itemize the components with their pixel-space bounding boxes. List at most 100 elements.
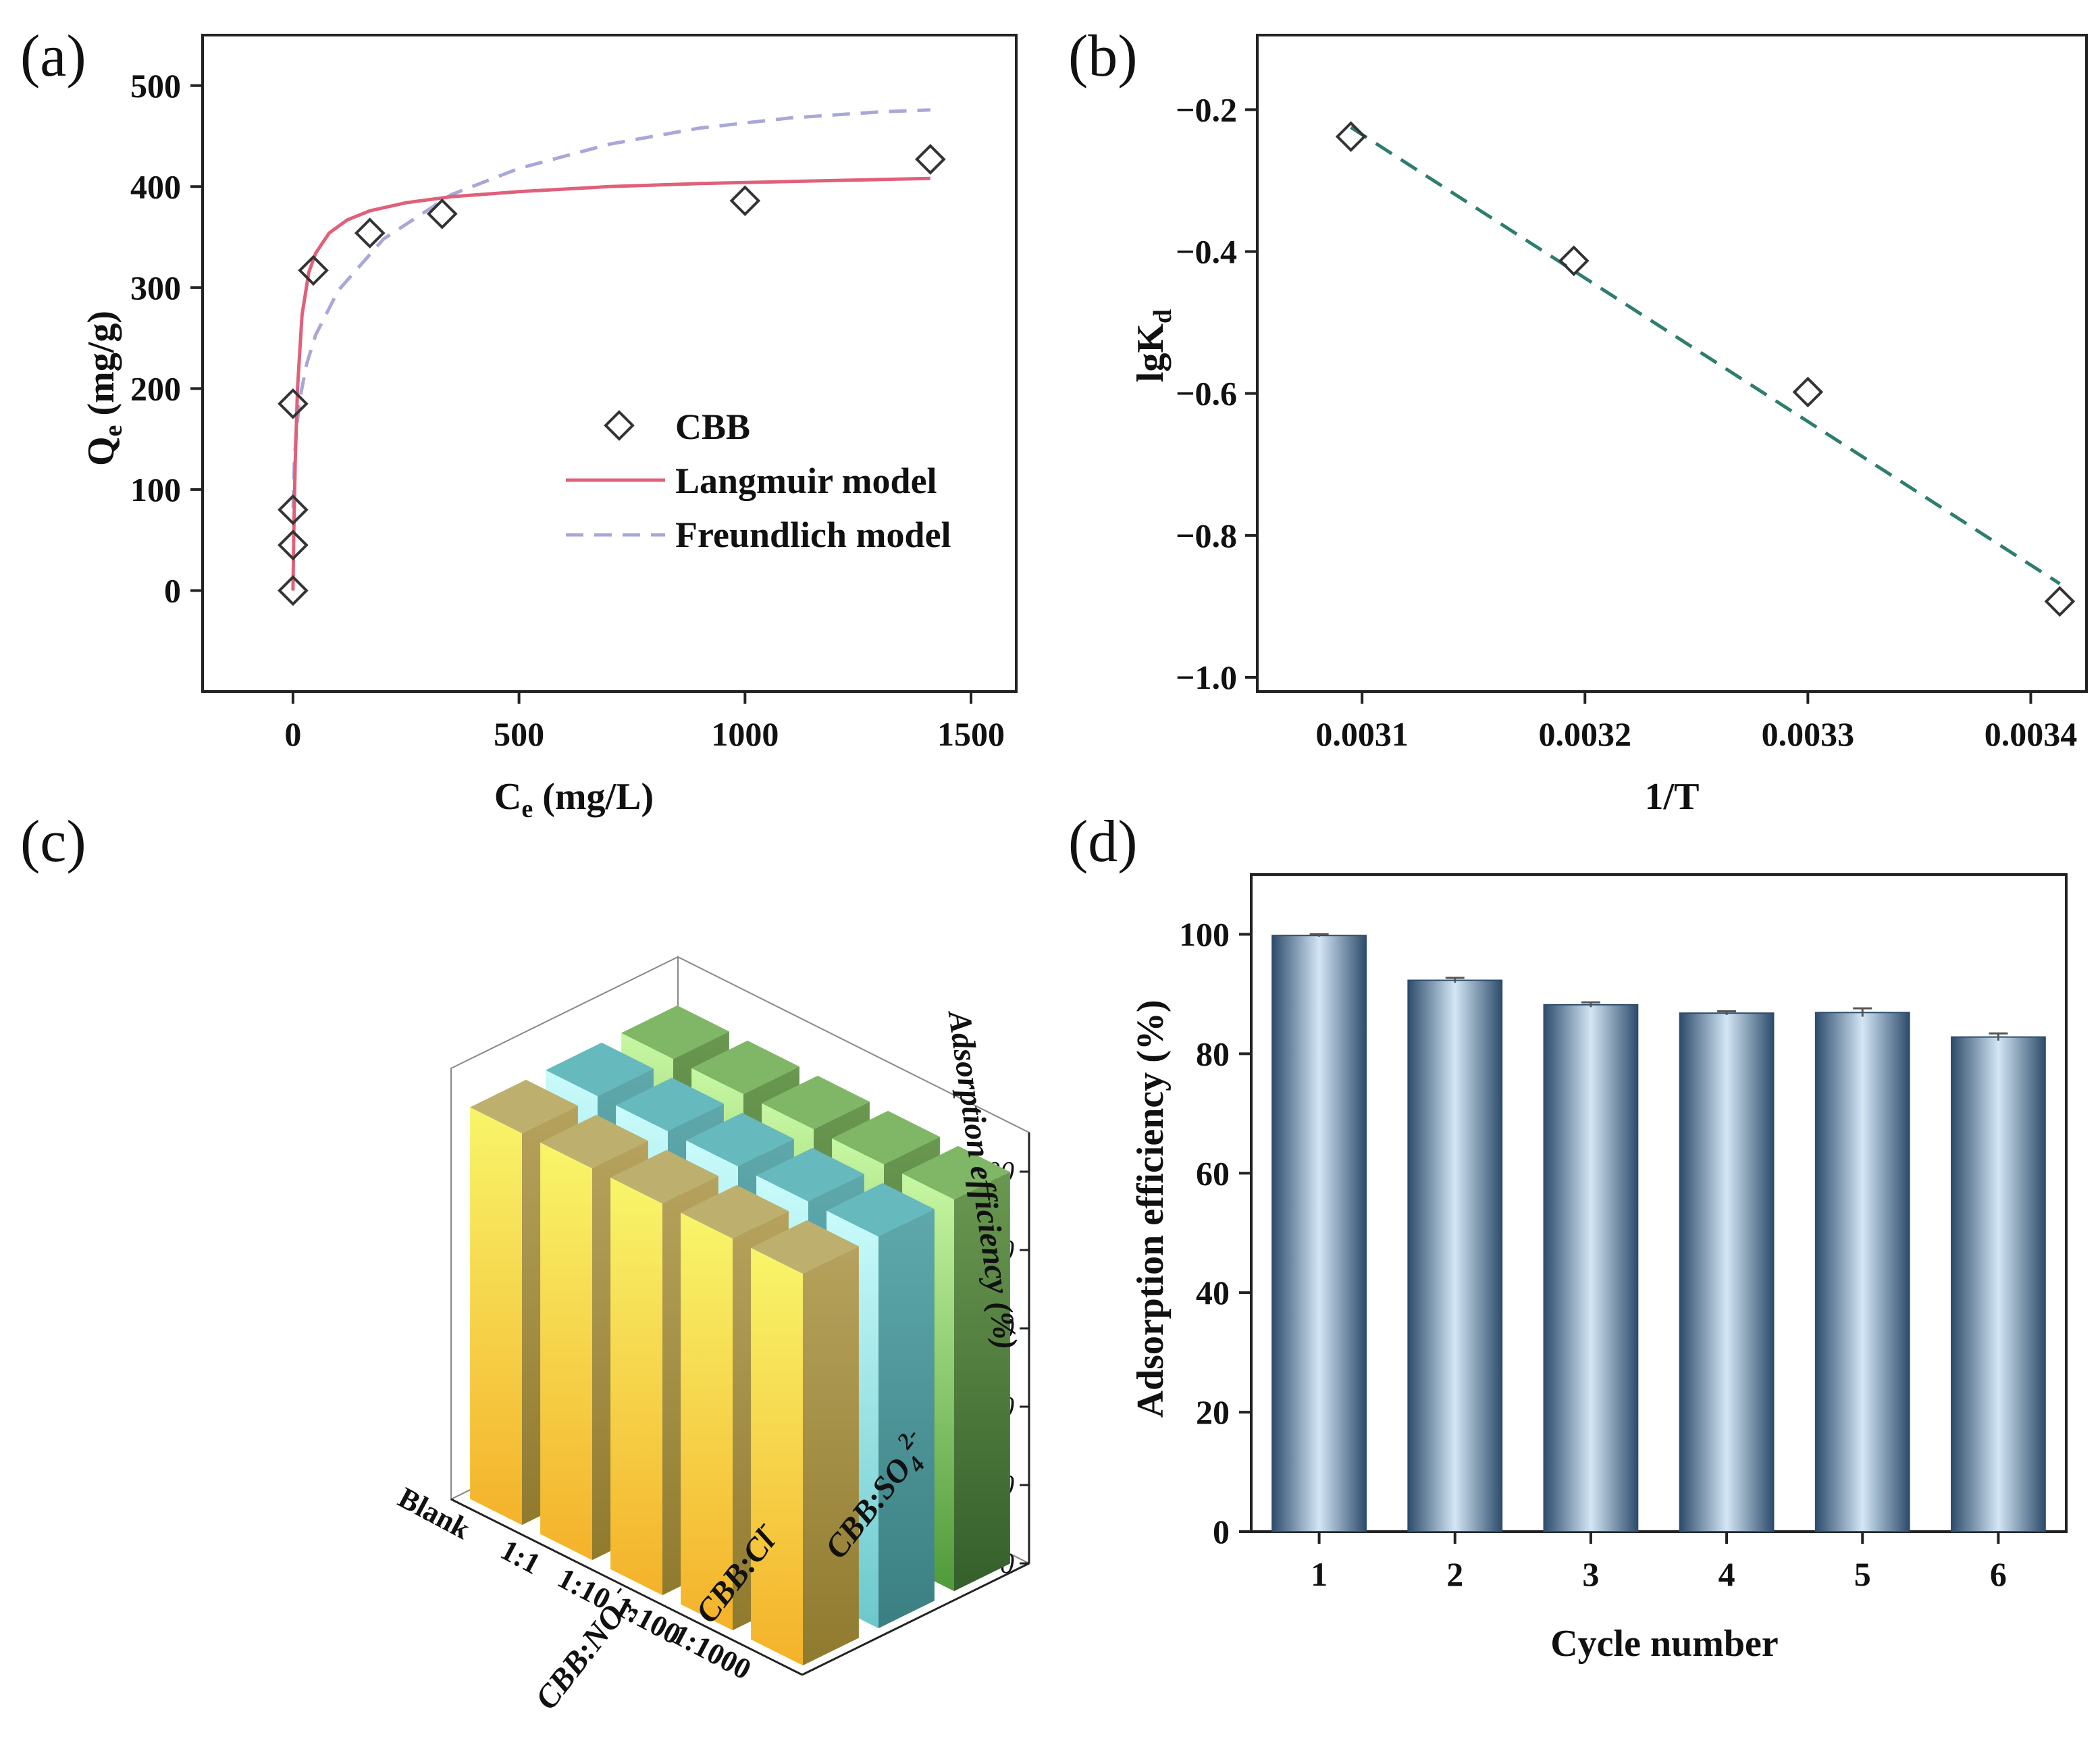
panel-b-label: (b) [1068, 24, 1138, 89]
panel-d-ytick-label: 100 [1179, 915, 1230, 953]
panel-a-frame [201, 34, 1018, 693]
panel-b-xtick-label: 0.0031 [1315, 715, 1409, 753]
panel-d-xtick-label: 5 [1854, 1555, 1871, 1593]
panel-d-ytick-label: 20 [1196, 1393, 1230, 1431]
panel-b-fit-line [1350, 126, 2061, 586]
cbb-data-point [298, 255, 329, 286]
bar3d-top-face [470, 1079, 578, 1134]
panel-b-data-point [2044, 586, 2076, 617]
cbb-data-point [729, 185, 761, 217]
panel-d-xtick-label: 6 [1990, 1555, 2007, 1593]
cbb-data-point [278, 388, 309, 419]
bar3d-front-face [610, 1177, 662, 1596]
panel-d-ytick-label: 60 [1196, 1154, 1230, 1192]
panel-a-chart: 0 500 1000 1500 0 100 200 300 400 500 [130, 34, 1018, 753]
bar3d-top-face [826, 1182, 935, 1237]
panel-a-xtick-label: 1000 [711, 715, 779, 753]
panel-d-xtick-label: 4 [1718, 1555, 1735, 1593]
panel-b-chart: 0.0031 0.0032 0.0033 0.0034 −0.2 −0.4 −0.6 −0.8… [1176, 34, 2088, 753]
panel-b-frame [1256, 34, 2088, 693]
panel-b-xtick-label: 0.0034 [1985, 715, 2078, 753]
bar3d-side-face [954, 1172, 1010, 1592]
legend-cbb-marker-icon [604, 410, 635, 441]
bar3d-top-face [762, 1075, 870, 1130]
cbb-data-point [354, 217, 386, 249]
panel-d-ytick-label: 40 [1196, 1274, 1230, 1311]
bar3d-front-face [751, 1247, 803, 1666]
panel-b-ytick-label: −0.6 [1176, 375, 1237, 413]
panel-b-data-point [1792, 376, 1824, 408]
bar3d-side-face [803, 1246, 859, 1666]
panel-d-xtick-label: 1 [1311, 1555, 1328, 1593]
cycle-bar [1679, 1012, 1775, 1533]
panel-a-xtick-label: 0 [284, 715, 301, 753]
cycle-bar [1271, 935, 1367, 1532]
panel-a-xlabel: Ce (mg/L) [494, 776, 654, 823]
panel-b-data-point [1335, 121, 1367, 153]
bar3d-top-face [686, 1112, 794, 1167]
panel-a-ylabel: Qe (mg/g) [80, 311, 128, 466]
panel-c-series-axis [802, 1562, 1030, 1676]
cbb-data-point [914, 144, 946, 175]
bar3d-front-face [681, 1212, 733, 1631]
bar3d-top-face [756, 1147, 864, 1202]
cbb-data-point [278, 494, 309, 525]
panel-d-xtick-label: 2 [1446, 1555, 1463, 1593]
cycle-bar [1951, 1036, 2046, 1532]
cycle-bar [1407, 979, 1503, 1532]
panel-c-category-axis [450, 1498, 803, 1676]
bar3d-side-face [878, 1209, 935, 1629]
legend-cbb-label: CBB [675, 407, 750, 447]
bar3d-front-face [470, 1107, 522, 1526]
panel-d-ytick-label: 0 [1213, 1513, 1230, 1551]
panel-a-ytick-label: 500 [130, 67, 181, 105]
panel-d-label: (d) [1068, 809, 1138, 875]
panel-b-ytick-label: −0.4 [1176, 232, 1237, 270]
panel-c-category-label: 1:1000 [666, 1617, 756, 1686]
panel-b-xlabel: 1/T [1645, 776, 1700, 818]
panel-b-ytick-label: −0.8 [1176, 517, 1237, 554]
panel-d-frame [1250, 873, 2068, 1533]
bar3d-top-face [902, 1145, 1010, 1200]
cycle-bar [1543, 1004, 1639, 1532]
panel-a-legend: CBB Langmuir model Freundlich model [566, 407, 951, 555]
panel-d-xtick-label: 3 [1582, 1555, 1599, 1593]
cbb-data-point [426, 198, 458, 230]
cbb-data-point [278, 529, 309, 561]
bar3d-top-face [546, 1042, 654, 1097]
panel-b-ytick-label: −1.0 [1176, 658, 1237, 696]
bar3d-top-face [681, 1185, 789, 1239]
bar3d-top-face [691, 1040, 799, 1095]
bar3d-front-face [540, 1142, 592, 1561]
legend-langmuir-label: Langmuir model [675, 461, 937, 501]
panel-d-chart: 0 20 40 60 80 100 1 2 3 4 5 6 [1179, 873, 2068, 1593]
panel-c-category-label: Blank [393, 1481, 476, 1546]
bar3d-no3 [751, 1220, 859, 1666]
bar3d-top-face [751, 1220, 859, 1274]
panel-a-ytick-label: 300 [130, 269, 181, 307]
panel-a-xtick-label: 500 [494, 715, 544, 753]
panel-d-xlabel: Cycle number [1550, 1623, 1779, 1665]
panel-b-data-point [1558, 245, 1590, 276]
bar3d-top-face [621, 1005, 729, 1060]
panel-a-ytick-label: 0 [164, 571, 181, 609]
panel-a-ytick-label: 100 [130, 471, 181, 509]
cbb-data-point [278, 575, 309, 606]
panel-a-xtick-label: 1500 [937, 715, 1005, 753]
panel-b-ytick-label: −0.2 [1176, 90, 1237, 128]
bar3d-top-face [832, 1110, 940, 1165]
panel-b-xtick-label: 0.0032 [1539, 715, 1632, 753]
panel-b-ylabel: lgKd [1130, 309, 1177, 382]
freundlich-curve [291, 108, 930, 508]
bar3d-top-face [540, 1114, 648, 1169]
bar3d-top-face [610, 1149, 718, 1204]
panel-c-label: (c) [20, 809, 86, 875]
langmuir-curve [291, 176, 930, 591]
panel-a-ytick-label: 200 [130, 369, 181, 407]
panel-d-ylabel: Adsorption efficiency (%) [1130, 999, 1172, 1417]
panel-a-label: (a) [20, 24, 86, 89]
panel-c-category-label: 1:1 [496, 1533, 546, 1581]
panel-b-xtick-label: 0.0033 [1762, 715, 1855, 753]
